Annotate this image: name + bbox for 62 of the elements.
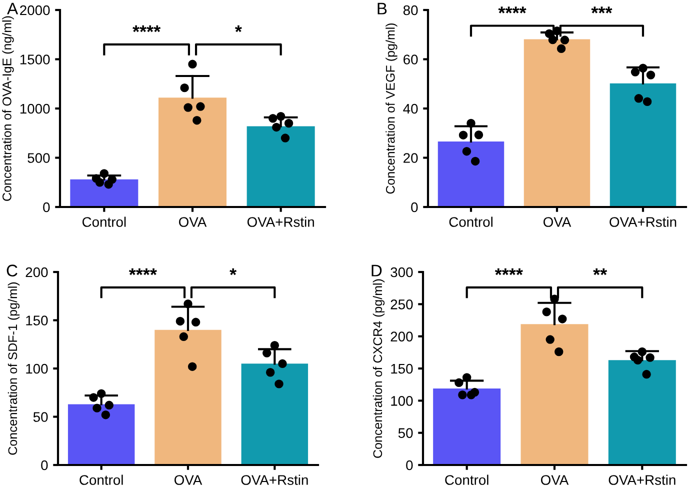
y-tick-label: 150 [391,364,413,374]
y-tick-label: 50 [398,428,413,438]
chart-title: D [372,264,382,276]
x-tick-label: OVA+Rstin [241,474,308,485]
annotation: **** [128,268,157,276]
annotation: *** [591,6,612,14]
y-tick-label: 20 [404,153,418,163]
y-tick-label: 80 [403,5,418,16]
y-tick-label: 40 [403,104,418,114]
y-tick-label: 250 [390,300,413,310]
y-tick-label: 150 [26,316,48,326]
x-tick-label: Control [449,216,492,227]
x-tick-label: Control [80,474,123,485]
chart-title: C [6,264,18,276]
bar [154,330,222,465]
y-tick-label: 2000 [20,5,50,16]
x-tick-label: OVA+Rstin [608,474,676,485]
bar [610,83,676,207]
y-tick-label: 60 [404,54,418,64]
annotation: **** [498,6,526,14]
y-axis-title: Concentration of OVA-IgE (ng/ml) [2,16,14,201]
y-tick-label: 50 [33,412,48,422]
chart-title: B [378,2,387,14]
annotation: ** [593,268,608,276]
bar [241,364,308,465]
bar [438,142,504,207]
y-tick-label: 100 [391,396,413,406]
annotation: **** [132,25,161,32]
x-tick-label: OVA [544,217,572,227]
annotation: * [230,268,237,276]
y-tick-label: 0 [406,460,413,470]
y-axis-title: Concentration of SDF-1 (pg/ml) [8,282,20,455]
bar [246,126,315,207]
x-tick-label: OVA [541,475,569,485]
x-tick-label: Control [445,474,488,485]
y-axis-title: Concentration of VEGF (pg/ml) [386,23,398,194]
y-tick-label: 1500 [20,54,50,64]
bar [608,360,676,465]
y-axis-title: Concentration of CXCR4 (pg/ml) [372,279,385,458]
bar [158,98,227,207]
annotation: * [234,25,242,32]
x-tick-label: OVA [179,217,207,227]
y-tick-label: 200 [390,332,413,342]
bar [524,39,590,207]
y-tick-label: 0 [43,202,50,212]
bar [70,179,138,207]
x-tick-label: OVA [174,475,202,485]
y-tick-label: 200 [26,267,48,278]
bar [68,404,135,465]
bar [520,324,588,465]
y-tick-label: 300 [390,267,413,278]
y-tick-label: 100 [26,364,48,374]
chart-title: A [7,2,18,14]
y-tick-label: 0 [411,202,418,212]
y-tick-label: 500 [28,153,50,163]
x-tick-label: OVA+Rstin [610,216,676,227]
y-tick-label: 1000 [20,104,50,114]
y-tick-label: 0 [41,460,48,470]
x-tick-label: OVA+Rstin [247,216,314,227]
bar [433,388,501,465]
x-tick-label: Control [82,216,126,227]
annotation: **** [494,268,523,276]
